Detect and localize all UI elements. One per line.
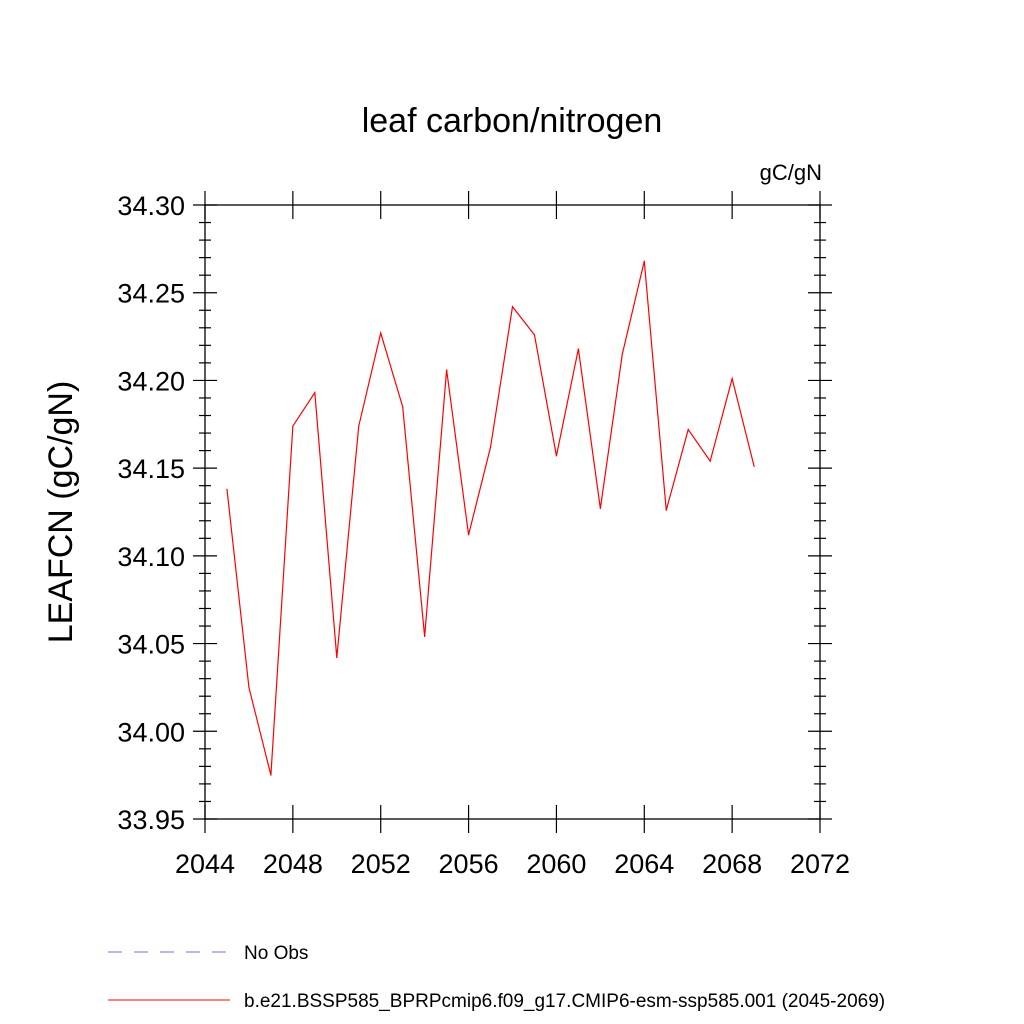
y-tick-label: 34.10	[117, 542, 185, 572]
x-tick-label: 2056	[439, 849, 499, 879]
plot-frame	[204, 204, 821, 820]
legend: No Obs b.e21.BSSP585_BPRPcmip6.f09_g17.C…	[108, 943, 885, 1012]
y-tick-label: 34.20	[117, 366, 185, 396]
y-tick-label: 34.15	[117, 454, 185, 484]
data-point	[731, 378, 733, 380]
data-point	[380, 332, 382, 334]
y-axis-label: LEAFCN (gC/gN)	[42, 381, 80, 644]
data-point	[248, 686, 250, 689]
series-layer	[226, 260, 755, 776]
data-point	[665, 509, 667, 511]
x-tick-label: 2064	[614, 849, 674, 879]
series-line-0	[226, 261, 755, 776]
data-point	[511, 306, 514, 308]
axis-ticks	[193, 191, 832, 833]
data-point	[643, 260, 645, 262]
y-tick-label: 34.30	[117, 191, 185, 221]
data-point	[270, 774, 272, 776]
data-point	[424, 635, 426, 638]
y-tick-label: 34.25	[117, 279, 185, 309]
data-point	[402, 406, 404, 408]
chart-title: leaf carbon/nitrogen	[362, 102, 663, 140]
data-point	[577, 348, 579, 350]
data-point	[599, 507, 601, 510]
data-point	[467, 534, 470, 536]
x-tick-label: 2060	[526, 849, 586, 879]
data-point	[687, 428, 689, 431]
data-point	[555, 455, 558, 457]
data-point	[336, 657, 338, 659]
data-point	[226, 488, 228, 490]
x-tick-label: 2052	[351, 849, 411, 879]
x-tick-label: 2068	[702, 849, 762, 879]
data-point	[753, 465, 755, 467]
tick-labels: 33.95 34.00 34.05 34.10 34.15 34.20 34.25 34.30…	[117, 191, 850, 879]
x-tick-label: 2048	[263, 849, 323, 879]
y-tick-label: 34.05	[117, 630, 185, 660]
data-point	[358, 425, 360, 427]
data-point	[292, 425, 294, 427]
legend-label-no-obs: No Obs	[244, 943, 308, 964]
data-point	[446, 369, 448, 371]
y-tick-label: 34.00	[117, 717, 185, 747]
data-point	[489, 446, 492, 448]
data-point	[621, 353, 623, 355]
y-tick-label: 33.95	[117, 805, 185, 835]
x-tick-label: 2044	[175, 849, 235, 879]
units-label: gC/gN	[760, 160, 822, 185]
data-point	[533, 334, 536, 336]
data-point	[314, 392, 316, 394]
legend-label-model-run: b.e21.BSSP585_BPRPcmip6.f09_g17.CMIP6-es…	[244, 991, 885, 1012]
x-tick-label: 2072	[790, 849, 850, 879]
data-point	[709, 460, 711, 462]
